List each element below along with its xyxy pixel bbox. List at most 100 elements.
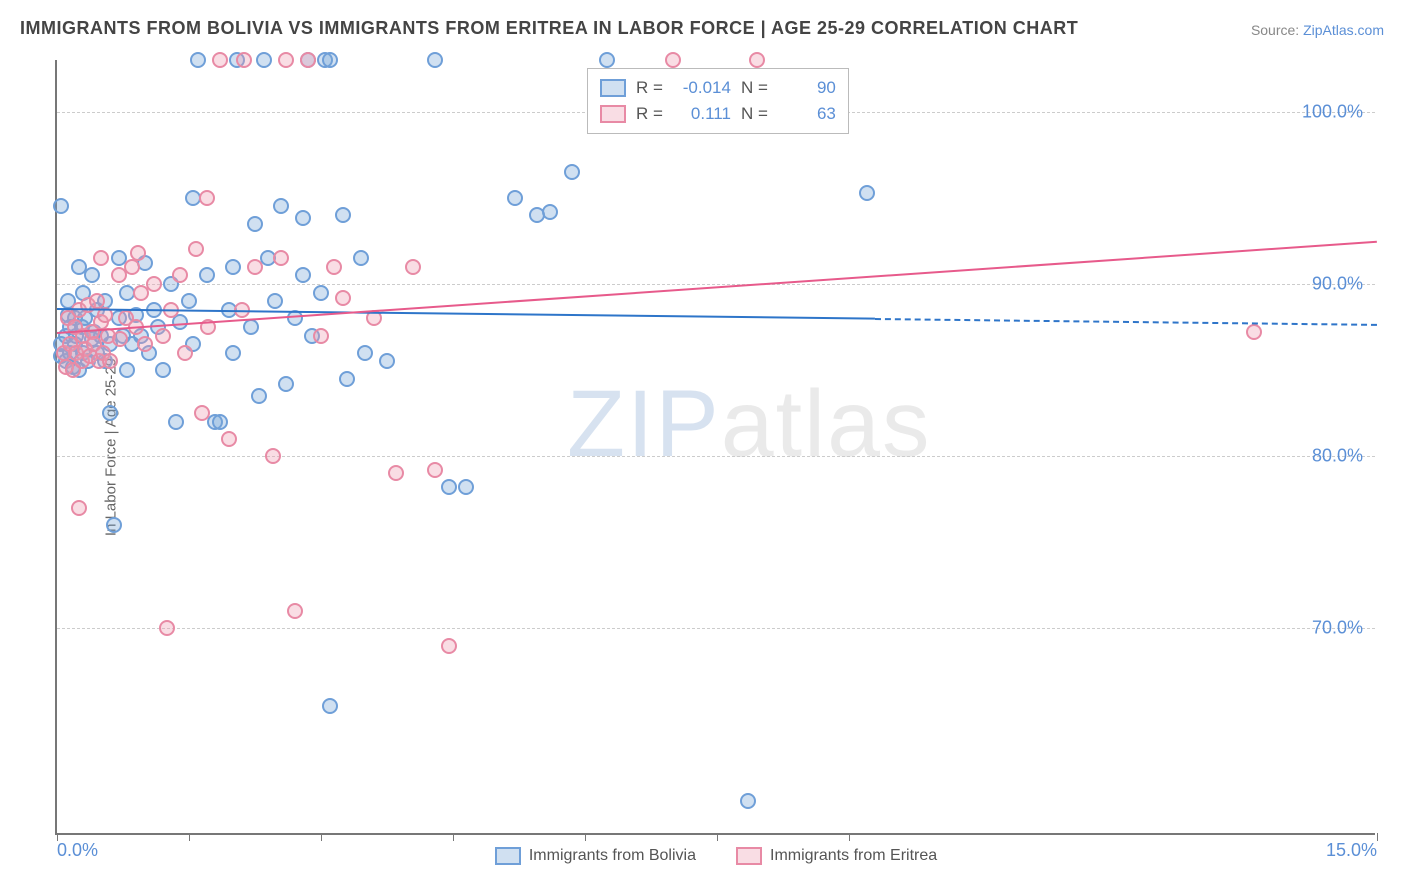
- xtick-mark: [321, 833, 322, 841]
- data-point: [287, 603, 303, 619]
- legend-item-eritrea: Immigrants from Eritrea: [736, 847, 937, 865]
- data-point: [124, 259, 140, 275]
- swatch-eritrea-icon: [736, 847, 762, 865]
- data-point: [295, 210, 311, 226]
- source-label: Source:: [1251, 22, 1303, 38]
- ytick-label: 100.0%: [1302, 101, 1363, 122]
- data-point: [427, 462, 443, 478]
- legend-row-eritrea: R = 0.111 N = 63: [600, 101, 836, 127]
- n-value-eritrea: 63: [778, 104, 836, 124]
- xtick-mark: [189, 833, 190, 841]
- n-label: N =: [741, 104, 768, 124]
- ytick-label: 70.0%: [1312, 618, 1363, 639]
- data-point: [247, 216, 263, 232]
- data-point: [300, 52, 316, 68]
- data-point: [441, 638, 457, 654]
- data-point: [313, 328, 329, 344]
- r-value-bolivia: -0.014: [673, 78, 731, 98]
- data-point: [740, 793, 756, 809]
- chart-title: IMMIGRANTS FROM BOLIVIA VS IMMIGRANTS FR…: [20, 18, 1078, 39]
- data-point: [427, 52, 443, 68]
- gridline-h: [57, 456, 1375, 457]
- data-point: [273, 198, 289, 214]
- data-point: [267, 293, 283, 309]
- data-point: [236, 52, 252, 68]
- watermark-zip: ZIP: [567, 371, 721, 477]
- xtick-mark: [585, 833, 586, 841]
- data-point: [130, 245, 146, 261]
- swatch-eritrea: [600, 105, 626, 123]
- data-point: [155, 328, 171, 344]
- ytick-label: 90.0%: [1312, 273, 1363, 294]
- data-point: [102, 405, 118, 421]
- xtick-label: 15.0%: [1326, 840, 1377, 861]
- data-point: [199, 190, 215, 206]
- data-point: [339, 371, 355, 387]
- swatch-bolivia-icon: [495, 847, 521, 865]
- data-point: [102, 353, 118, 369]
- gridline-h: [57, 284, 1375, 285]
- legend-label-bolivia: Immigrants from Bolivia: [529, 847, 696, 865]
- data-point: [405, 259, 421, 275]
- trend-line: [875, 318, 1377, 326]
- ytick-label: 80.0%: [1312, 446, 1363, 467]
- source-attribution: Source: ZipAtlas.com: [1251, 22, 1384, 38]
- data-point: [278, 376, 294, 392]
- legend-item-bolivia: Immigrants from Bolivia: [495, 847, 696, 865]
- data-point: [564, 164, 580, 180]
- data-point: [243, 319, 259, 335]
- data-point: [84, 267, 100, 283]
- n-label: N =: [741, 78, 768, 98]
- data-point: [212, 414, 228, 430]
- data-point: [146, 276, 162, 292]
- xtick-mark: [717, 833, 718, 841]
- data-point: [322, 698, 338, 714]
- data-point: [295, 267, 311, 283]
- data-point: [256, 52, 272, 68]
- data-point: [859, 185, 875, 201]
- n-value-bolivia: 90: [778, 78, 836, 98]
- data-point: [379, 353, 395, 369]
- data-point: [1246, 324, 1262, 340]
- data-point: [155, 362, 171, 378]
- data-point: [507, 190, 523, 206]
- watermark-atlas: atlas: [721, 371, 932, 477]
- data-point: [335, 207, 351, 223]
- data-point: [313, 285, 329, 301]
- data-point: [159, 620, 175, 636]
- swatch-bolivia: [600, 79, 626, 97]
- data-point: [71, 500, 87, 516]
- data-point: [194, 405, 210, 421]
- xtick-label: 0.0%: [57, 840, 98, 861]
- data-point: [137, 336, 153, 352]
- data-point: [251, 388, 267, 404]
- data-point: [188, 241, 204, 257]
- data-point: [599, 52, 615, 68]
- data-point: [388, 465, 404, 481]
- data-point: [93, 250, 109, 266]
- data-point: [278, 52, 294, 68]
- watermark: ZIPatlas: [567, 370, 931, 479]
- chart-plot-area: In Labor Force | Age 25-29 ZIPatlas R = …: [55, 60, 1375, 835]
- data-point: [168, 414, 184, 430]
- data-point: [199, 267, 215, 283]
- data-point: [112, 331, 128, 347]
- data-point: [106, 517, 122, 533]
- gridline-h: [57, 628, 1375, 629]
- data-point: [172, 267, 188, 283]
- data-point: [181, 293, 197, 309]
- data-point: [190, 52, 206, 68]
- data-point: [326, 259, 342, 275]
- source-link[interactable]: ZipAtlas.com: [1303, 22, 1384, 38]
- y-axis-title: In Labor Force | Age 25-29: [103, 357, 120, 535]
- legend-label-eritrea: Immigrants from Eritrea: [770, 847, 937, 865]
- data-point: [335, 290, 351, 306]
- data-point: [542, 204, 558, 220]
- data-point: [353, 250, 369, 266]
- data-point: [265, 448, 281, 464]
- data-point: [322, 52, 338, 68]
- xtick-mark: [849, 833, 850, 841]
- trend-line: [57, 241, 1377, 334]
- data-point: [357, 345, 373, 361]
- data-point: [749, 52, 765, 68]
